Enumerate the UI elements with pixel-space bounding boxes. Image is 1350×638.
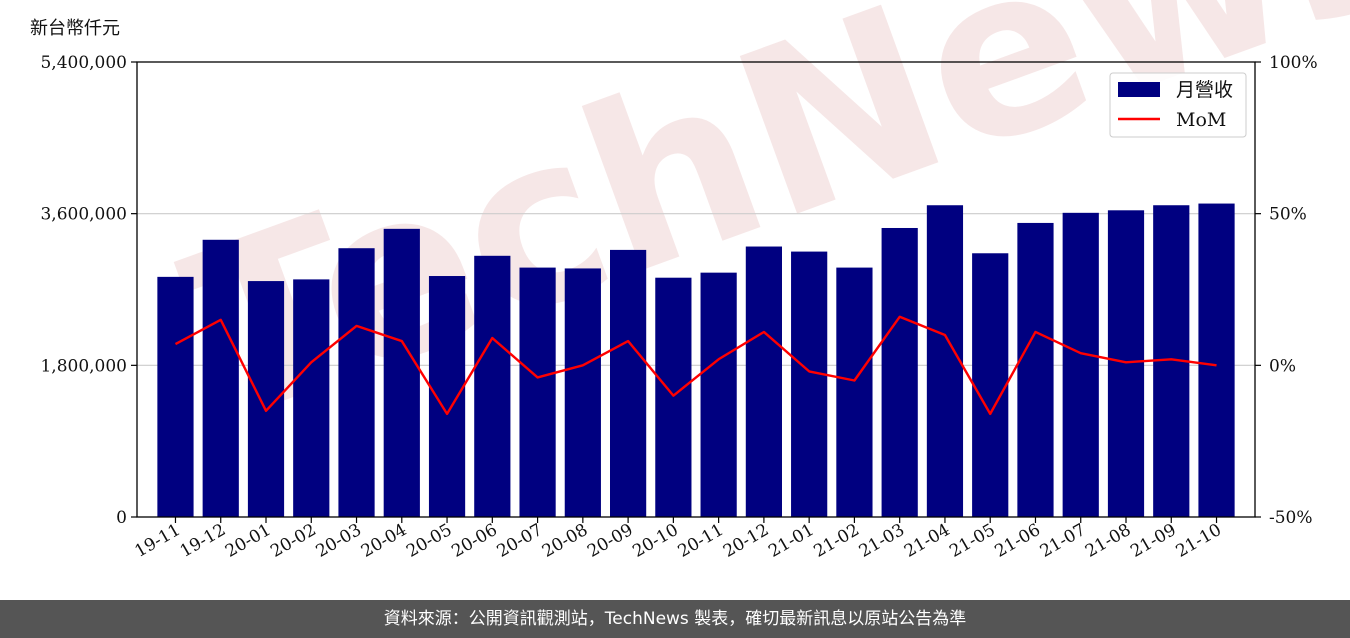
bar-20-09: [610, 249, 647, 518]
x-tick-label: 20-07: [494, 520, 546, 562]
bar-21-10: [1198, 203, 1235, 518]
x-tick-label: 20-01: [222, 520, 274, 562]
x-tick-label: 21-02: [810, 520, 862, 562]
legend-label-mom: MoM: [1176, 109, 1226, 131]
y-right-tick-label: -50%: [1269, 508, 1313, 528]
x-tick-label: 19-12: [177, 520, 229, 562]
bar-21-03: [881, 227, 918, 518]
x-tick-label: 20-02: [267, 520, 319, 562]
legend-label-revenue: 月營收: [1176, 79, 1233, 101]
y-left-tick-label: 5,400,000: [40, 53, 127, 73]
x-tick-label: 21-08: [1082, 520, 1134, 562]
x-tick-label: 20-09: [584, 520, 636, 562]
x-tick-label: 21-03: [856, 520, 908, 562]
x-tick-label: 20-04: [358, 520, 410, 562]
legend-swatch-bar: [1118, 82, 1160, 97]
bar-20-11: [700, 272, 737, 517]
x-tick-label: 20-08: [539, 520, 591, 562]
bar-21-07: [1062, 212, 1099, 517]
x-tick-label: 21-01: [765, 520, 817, 562]
bar-20-07: [519, 267, 556, 517]
x-tick-label: 21-04: [901, 520, 953, 562]
bar-20-02: [293, 279, 330, 517]
bar-layer: [157, 203, 1235, 518]
x-tick-label: 20-12: [720, 520, 772, 562]
y-left-tick-label: 0: [116, 508, 127, 528]
bar-20-08: [564, 268, 601, 517]
y-right-tick-label: 50%: [1269, 205, 1307, 225]
line-layer: [174, 315, 1217, 416]
bar-19-12: [202, 239, 239, 517]
bar-21-06: [1017, 222, 1054, 517]
plot-frame: [136, 61, 1256, 518]
bar-20-04: [383, 228, 420, 518]
bar-20-12: [745, 246, 782, 517]
x-tick-label: 20-05: [403, 520, 455, 562]
bar-20-03: [338, 248, 375, 518]
y-axis-unit-label: 新台幣仟元: [30, 18, 120, 39]
bar-20-05: [428, 276, 466, 517]
mom-line: [174, 315, 1217, 416]
x-tick-label: 20-03: [313, 520, 365, 562]
y-right-tick-label: 100%: [1269, 53, 1318, 73]
bar-21-05: [972, 253, 1009, 517]
x-tick-label: 20-06: [448, 520, 500, 562]
x-tick-label: 21-07: [1037, 520, 1089, 562]
x-tick-label: 21-06: [992, 520, 1044, 562]
bar-21-08: [1107, 210, 1145, 517]
y-left-tick-label: 1,800,000: [40, 356, 127, 376]
x-tick-label: 21-09: [1127, 520, 1179, 562]
bar-20-06: [474, 255, 511, 517]
y-right-tick-label: 0%: [1269, 356, 1296, 376]
x-tick-label: 19-11: [132, 520, 184, 562]
bar-21-04: [926, 205, 964, 518]
x-tick-label: 20-11: [675, 520, 727, 562]
bar-20-10: [655, 277, 692, 517]
x-tick-label: 21-05: [946, 520, 998, 562]
x-tick-label: 20-10: [629, 520, 681, 562]
bar-21-01: [791, 251, 828, 518]
y-left-tick-label: 3,600,000: [40, 205, 127, 225]
revenue-chart: 0 1,800,000 3,600,000 5,400,000 -50% 0% 50% 100…: [40, 53, 1318, 562]
bar-21-02: [836, 267, 873, 517]
bar-20-01: [247, 281, 285, 517]
source-footer: 資料來源：公開資訊觀測站，TechNews 製表，確切最新訊息以原站公告為準: [0, 600, 1350, 638]
bar-19-11: [157, 276, 194, 517]
x-tick-label: 21-10: [1173, 520, 1225, 562]
legend: 月營收 MoM: [1109, 72, 1247, 138]
